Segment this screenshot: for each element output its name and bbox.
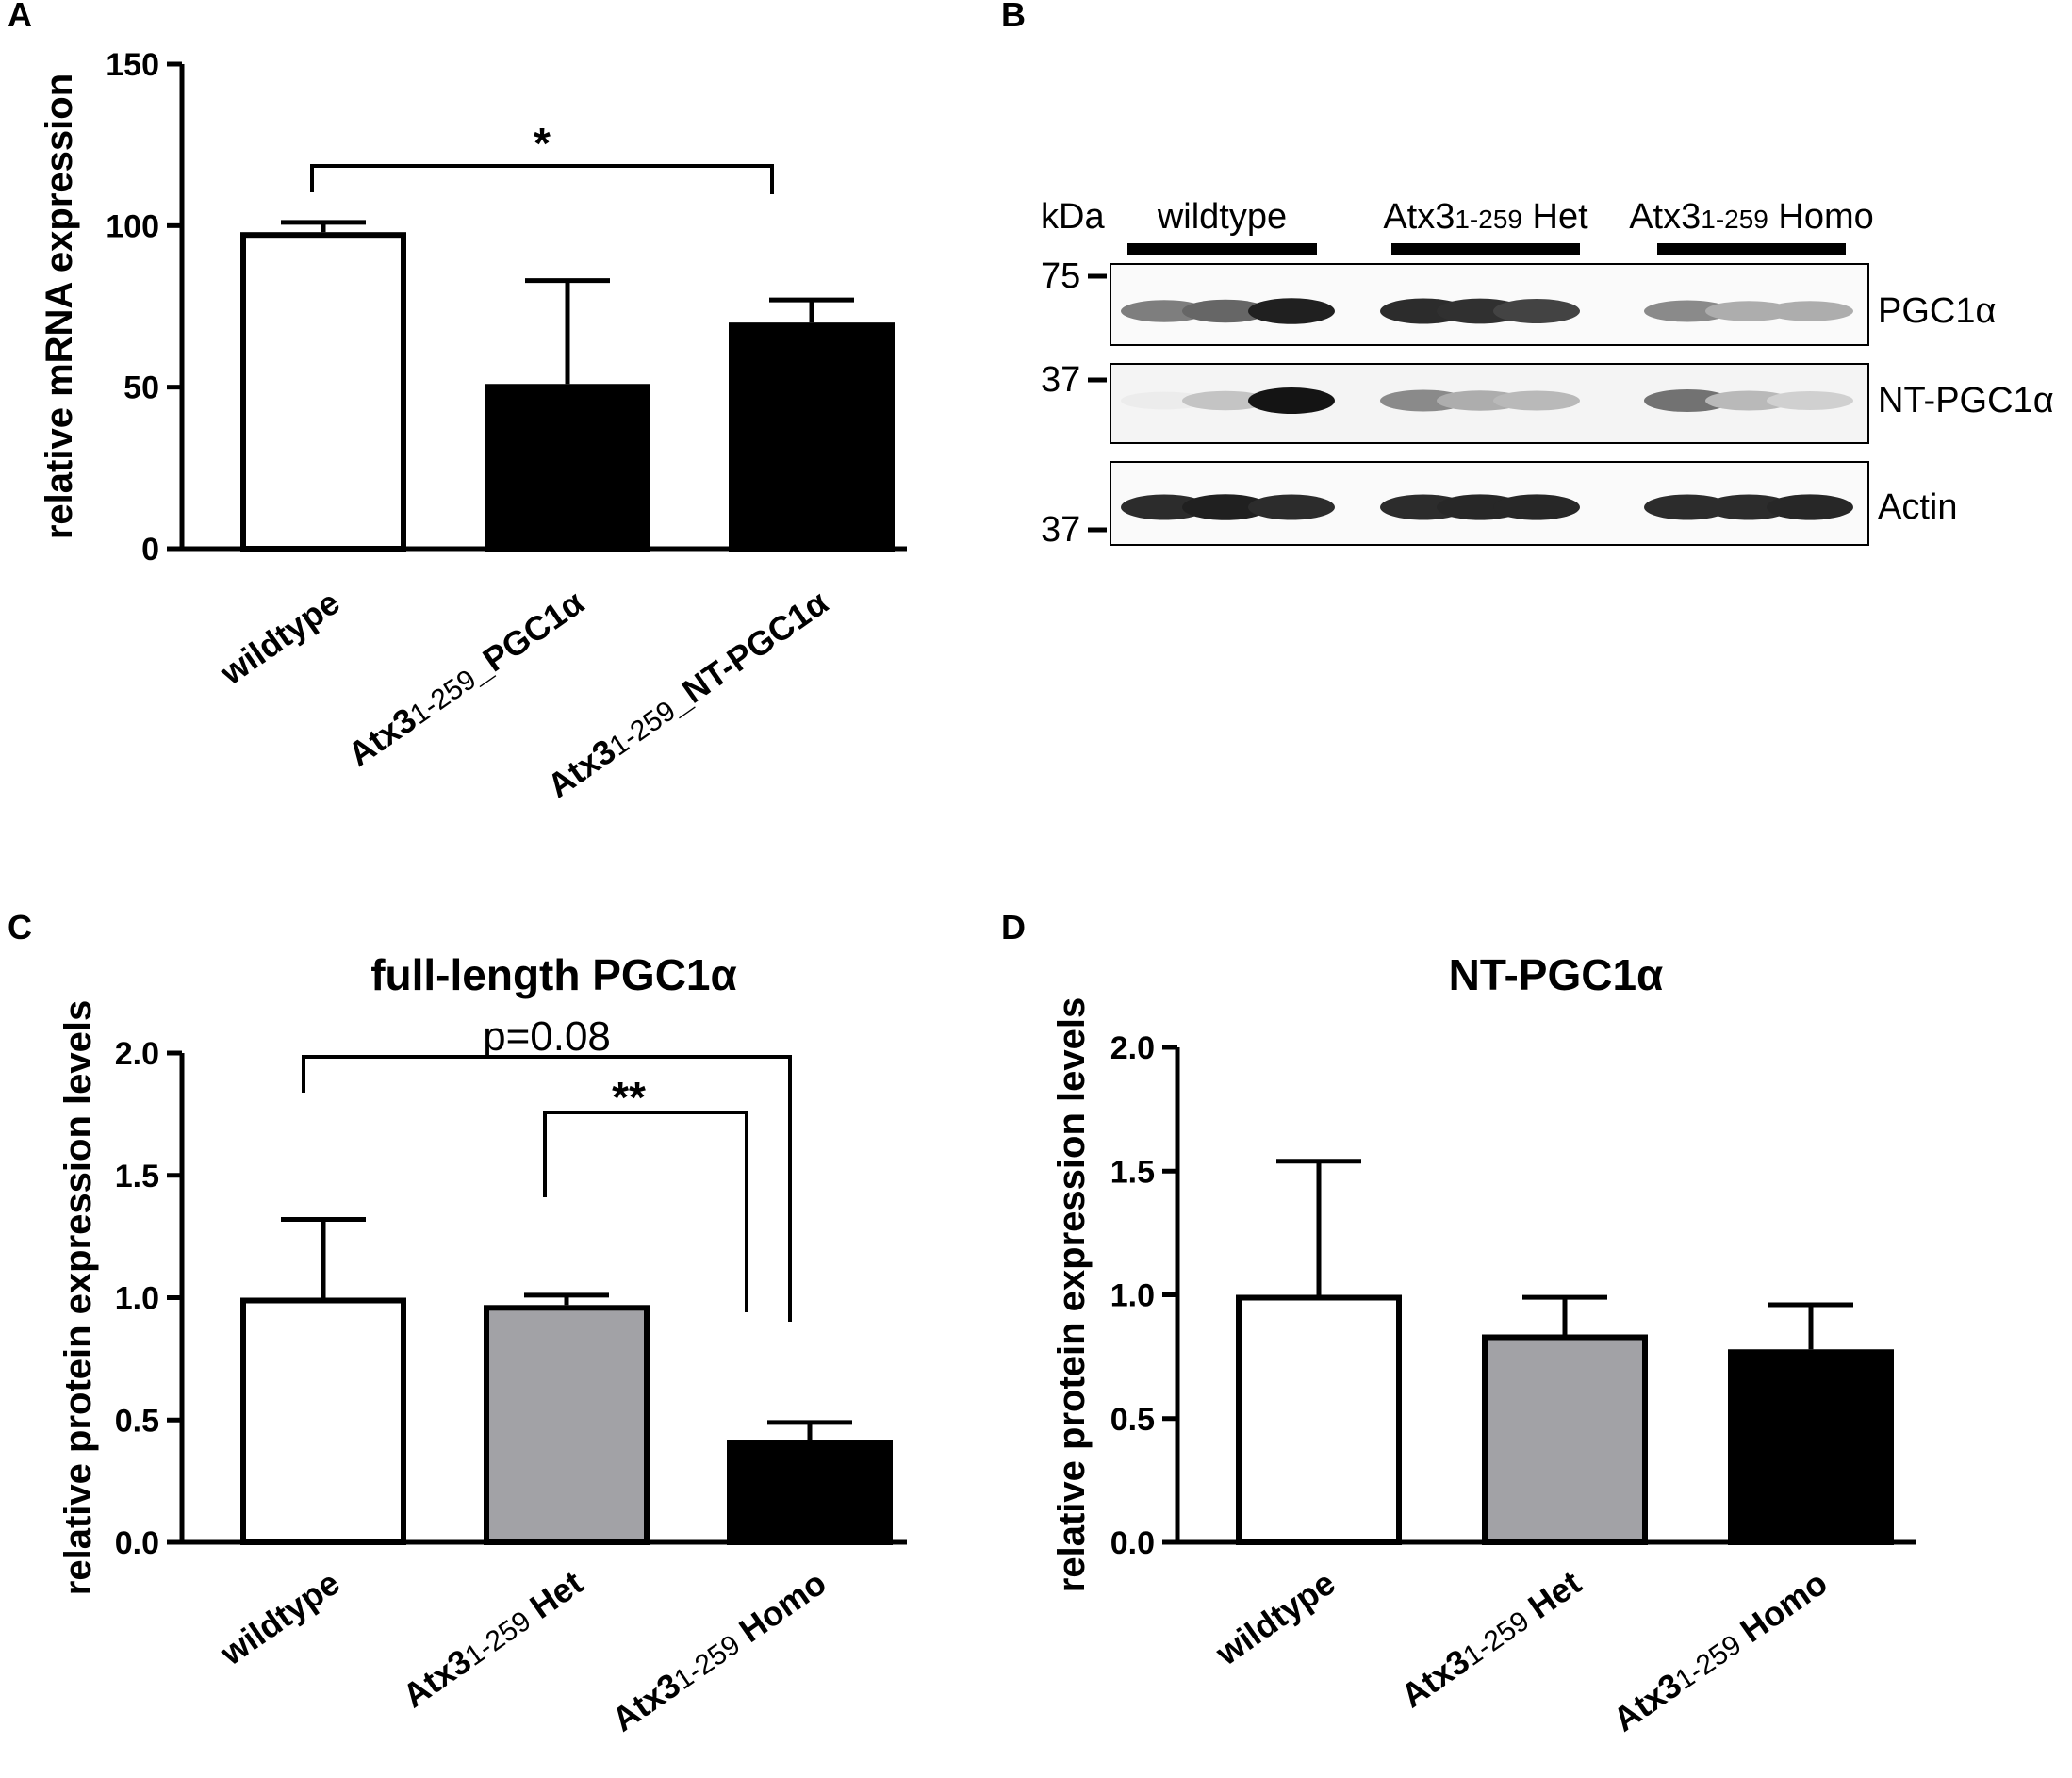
y-tick-label: 1.0 bbox=[1110, 1278, 1155, 1314]
x-category-label: Atx31-259_PGC1α bbox=[340, 583, 590, 774]
blot-band bbox=[1493, 299, 1580, 323]
blot-strip-label: NT-PGC1α bbox=[1878, 381, 2054, 420]
blot-band bbox=[1248, 298, 1335, 324]
x-category-label: Atx31-259 Het bbox=[396, 1563, 590, 1715]
panel-letter-a: A bbox=[8, 0, 32, 34]
panel-letter-c: C bbox=[8, 908, 32, 947]
bar bbox=[485, 384, 650, 552]
blot-band bbox=[1705, 301, 1792, 321]
y-tick-label: 100 bbox=[106, 208, 159, 244]
chart-title: NT-PGC1α bbox=[1449, 950, 1664, 999]
y-tick-label: 0.0 bbox=[1110, 1525, 1155, 1561]
blot-band bbox=[1182, 390, 1269, 411]
chart-panel-a: 0 50 100 150 relative mRNA expression wildtyp… bbox=[39, 47, 907, 805]
panel-letter-d: D bbox=[1001, 908, 1026, 947]
blot-band bbox=[1705, 390, 1792, 411]
bar bbox=[727, 1440, 893, 1546]
y-tick-label: 1.0 bbox=[115, 1281, 159, 1317]
y-tick-label: 1.5 bbox=[1110, 1154, 1155, 1190]
significance-bracket bbox=[302, 1055, 792, 1322]
bar bbox=[1728, 1349, 1894, 1545]
blot-group-label: wildtype bbox=[1157, 197, 1287, 237]
x-category-label: wildtype bbox=[1208, 1563, 1341, 1673]
x-category-label: wildtype bbox=[212, 583, 346, 693]
y-tick-label: 0.5 bbox=[1110, 1402, 1155, 1438]
kda-marker: 75 bbox=[1041, 256, 1080, 296]
blot-band bbox=[1121, 300, 1208, 322]
chart-panel-c: 0.0 0.5 1.0 1.5 2.0 relative protein expressi… bbox=[58, 950, 907, 1739]
blot-band bbox=[1121, 391, 1208, 410]
bar bbox=[240, 1297, 406, 1545]
blot-band bbox=[1248, 387, 1335, 414]
y-tick-label: 50 bbox=[123, 370, 159, 406]
blot-band bbox=[1493, 390, 1580, 411]
blot-band bbox=[1644, 300, 1731, 322]
bar bbox=[729, 322, 895, 552]
blot-strip-label: Actin bbox=[1878, 487, 1957, 527]
significance-bracket bbox=[543, 1111, 748, 1312]
blot-band bbox=[1248, 494, 1335, 520]
y-axis-label: relative mRNA expression bbox=[39, 74, 80, 539]
x-category-label: Atx31-259 Homo bbox=[1606, 1563, 1834, 1739]
blot-band bbox=[1767, 391, 1853, 410]
y-tick-label: 1.5 bbox=[115, 1159, 159, 1194]
bar bbox=[1236, 1294, 1402, 1545]
kda-marker: 37 bbox=[1041, 360, 1080, 400]
blot-band bbox=[1767, 301, 1853, 321]
y-axis-label: relative protein expression levels bbox=[58, 1000, 99, 1595]
bar bbox=[240, 232, 406, 552]
blot-band bbox=[1182, 299, 1269, 323]
blot-band bbox=[1767, 494, 1853, 520]
y-axis-label: relative protein expression levels bbox=[1051, 997, 1093, 1592]
blot-group-label: Atx31-259 Homo bbox=[1629, 197, 1874, 237]
blot-strip-label: PGC1α bbox=[1878, 291, 1996, 331]
chart-title: full-length PGC1α bbox=[370, 950, 737, 999]
significance-label: * bbox=[534, 119, 551, 168]
blot-band bbox=[1705, 494, 1792, 520]
blot-panel-b: kDa wildtype Atx31-259 Het Atx31-259 Homo PG… bbox=[1041, 197, 2054, 550]
y-tick-label: 0.5 bbox=[115, 1403, 159, 1439]
bar bbox=[484, 1305, 650, 1546]
blot-band bbox=[1493, 494, 1580, 520]
bar bbox=[1482, 1334, 1648, 1545]
significance-label: ** bbox=[612, 1073, 646, 1122]
blot-band bbox=[1644, 389, 1731, 412]
y-tick-label: 0 bbox=[141, 532, 159, 568]
significance-bracket bbox=[310, 164, 774, 194]
blot-group-label: Atx31-259 Het bbox=[1383, 197, 1588, 237]
kda-marker: 37 bbox=[1041, 510, 1080, 550]
blot-band bbox=[1182, 494, 1269, 520]
y-tick-label: 2.0 bbox=[1110, 1030, 1155, 1066]
y-tick-label: 2.0 bbox=[115, 1036, 159, 1072]
significance-label: p=0.08 bbox=[483, 1013, 611, 1060]
x-category-label: wildtype bbox=[212, 1563, 346, 1673]
x-category-label: Atx31-259 Het bbox=[1394, 1563, 1588, 1715]
chart-panel-d: 0.0 0.5 1.0 1.5 2.0 relative protein expressi… bbox=[1051, 950, 1916, 1739]
blot-band bbox=[1121, 494, 1208, 520]
x-category-label: Atx31-259 Homo bbox=[605, 1563, 833, 1739]
y-tick-label: 0.0 bbox=[115, 1525, 159, 1561]
panel-letter-b: B bbox=[1001, 0, 1026, 34]
y-tick-label: 150 bbox=[106, 47, 159, 83]
blot-band bbox=[1644, 494, 1731, 520]
kda-label: kDa bbox=[1041, 197, 1105, 237]
